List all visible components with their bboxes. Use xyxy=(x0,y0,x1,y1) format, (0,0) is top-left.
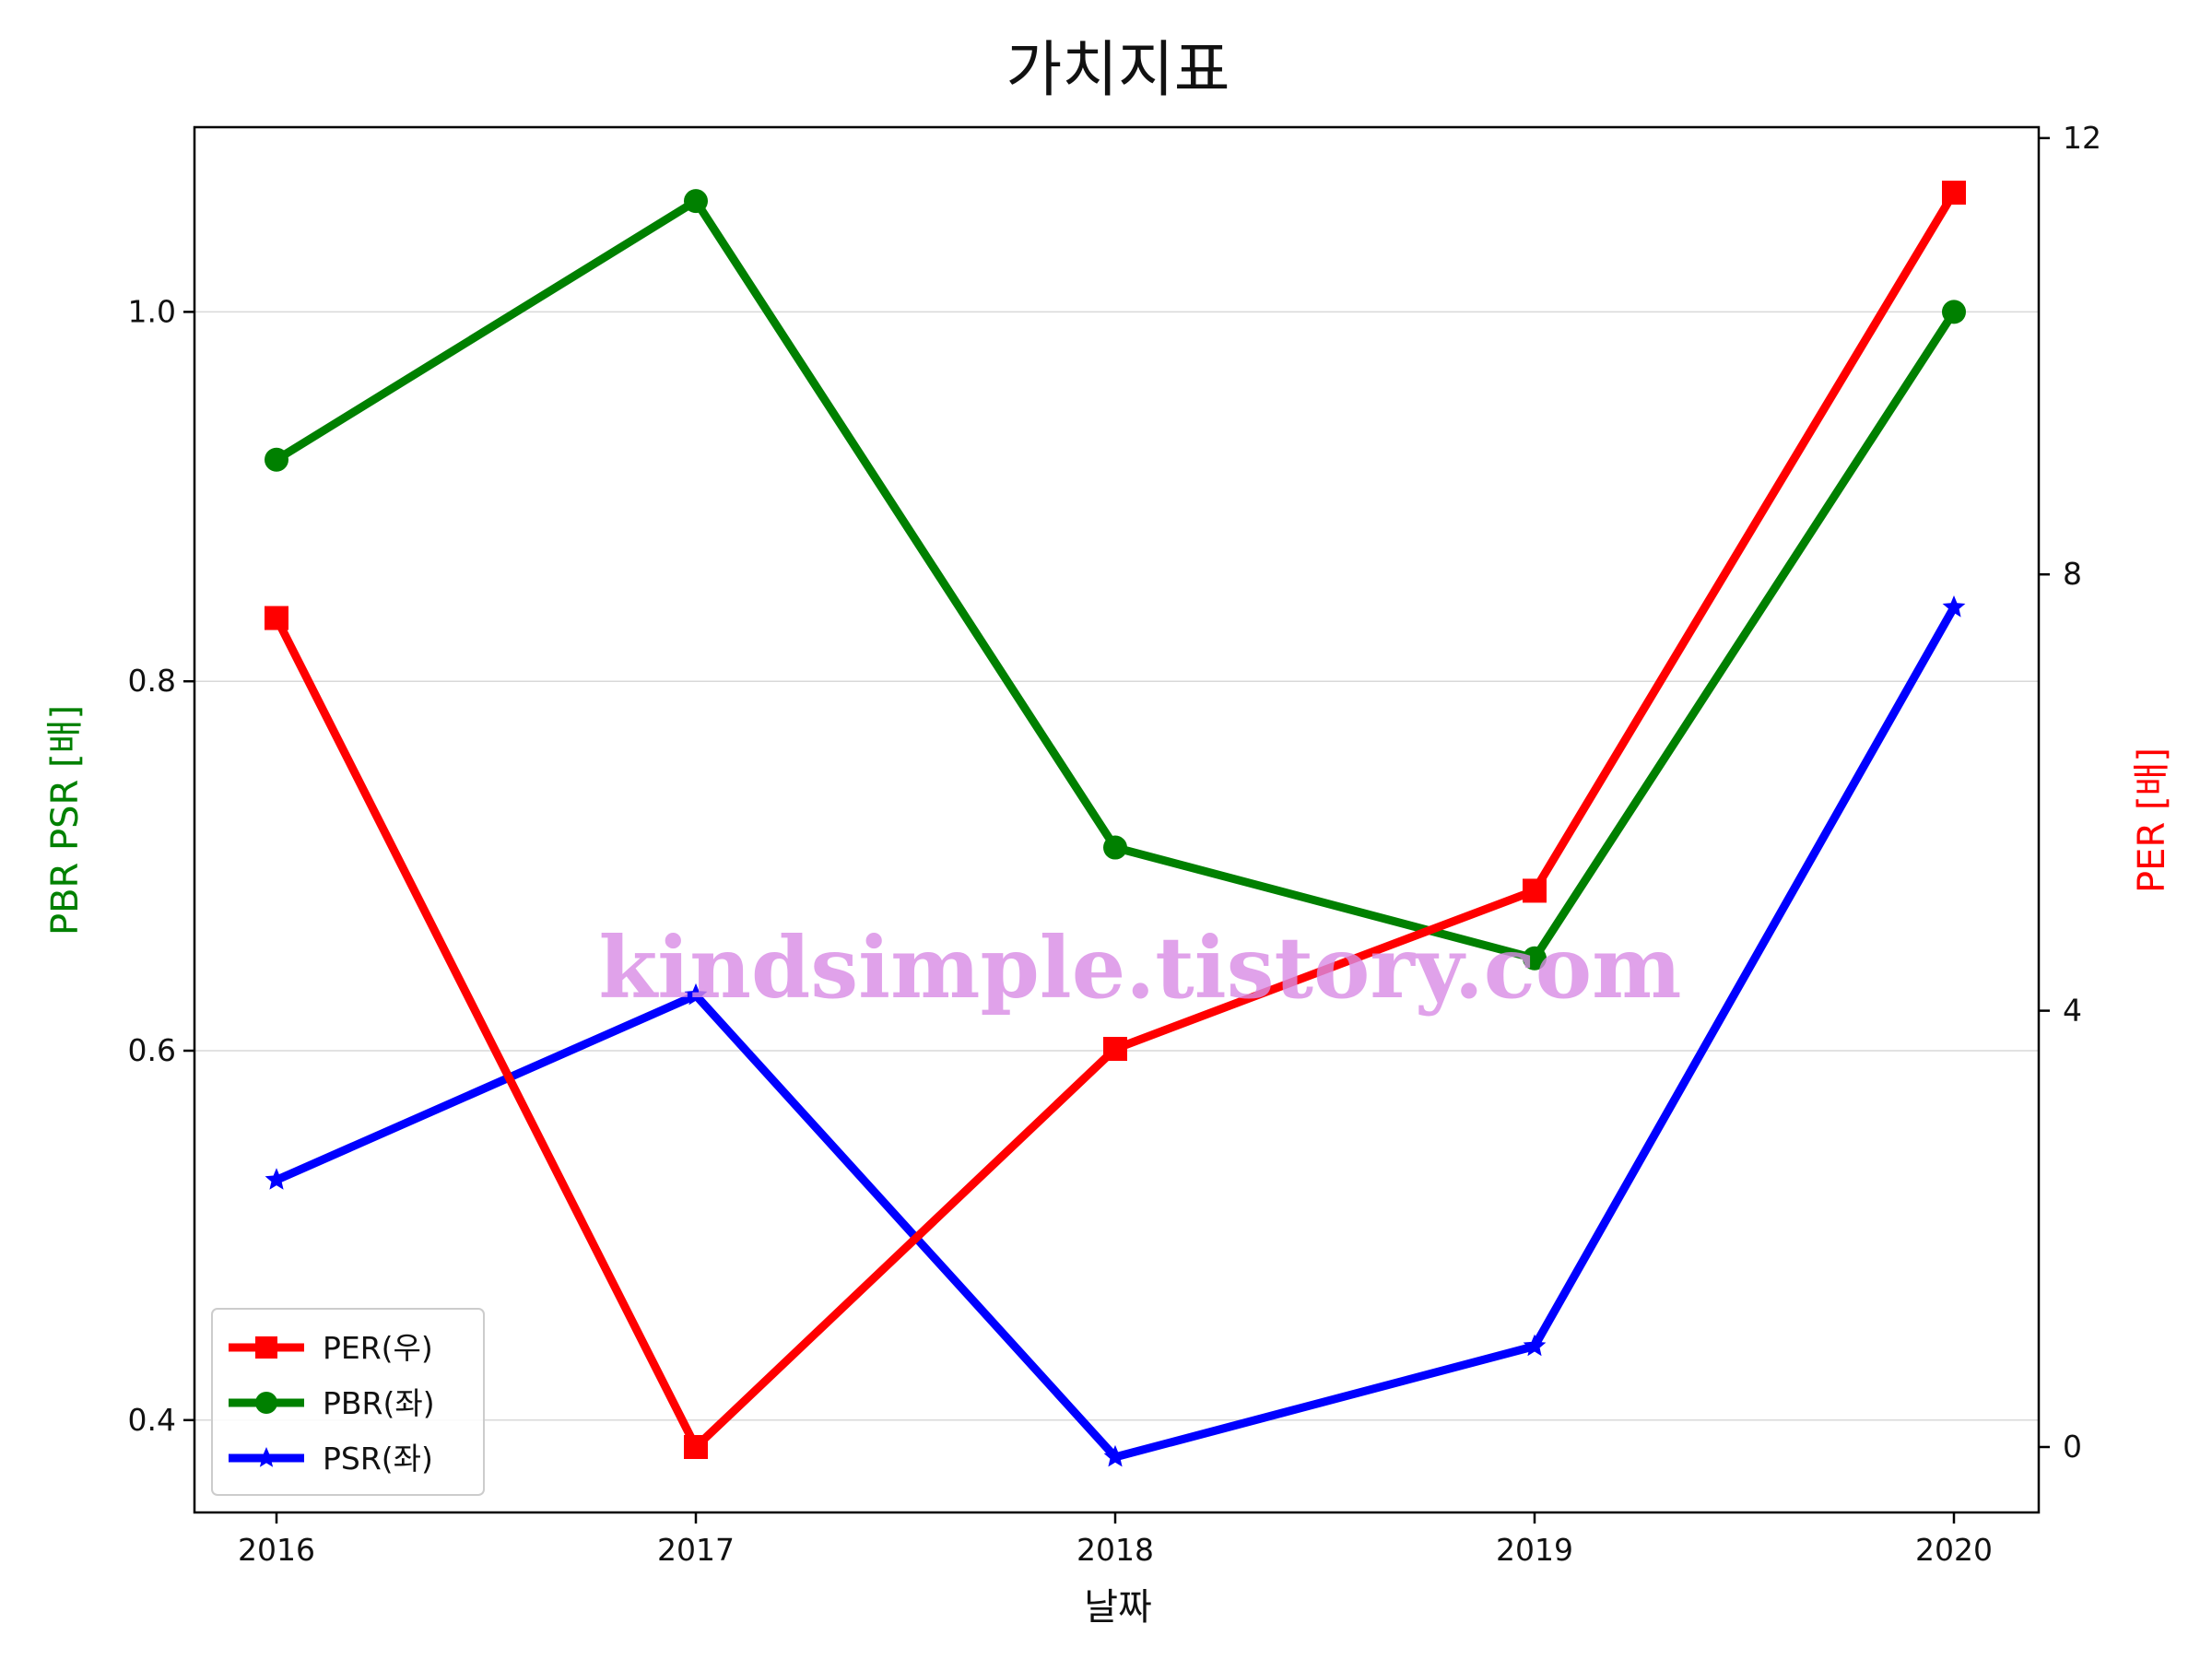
legend-label: PER(우) xyxy=(323,1330,433,1366)
left-y-tick-label: 0.4 xyxy=(128,1402,176,1438)
x-tick-label: 2016 xyxy=(238,1532,315,1568)
x-axis-label: 날짜 xyxy=(1084,1586,1152,1629)
data-point xyxy=(1523,1334,1547,1357)
data-point xyxy=(1523,946,1547,971)
legend-box xyxy=(211,1308,485,1496)
right-y-axis: 0 4 8 12 xyxy=(2039,120,2101,1465)
series-line xyxy=(275,605,1958,1462)
data-point xyxy=(1942,595,1966,618)
series-2 xyxy=(265,595,1966,1467)
left-y-axis-label: PBR PSR [배] xyxy=(44,705,87,935)
legend: PER(우) PBR(좌) PSR(좌) xyxy=(211,1308,485,1496)
series-1 xyxy=(265,189,1966,971)
x-tick-label: 2020 xyxy=(1915,1532,1993,1568)
data-point xyxy=(684,189,708,214)
data-point xyxy=(265,447,288,472)
data-point xyxy=(1942,300,1966,324)
plot-frame xyxy=(193,125,2041,1514)
grid xyxy=(194,311,2039,1421)
series-line xyxy=(272,190,1958,1452)
data-point xyxy=(1103,1037,1127,1062)
series-0 xyxy=(265,181,1966,1459)
data-point xyxy=(1103,835,1127,860)
right-y-tick-label: 8 xyxy=(2063,556,2082,592)
data-point xyxy=(265,606,288,630)
right-y-tick-label: 12 xyxy=(2063,120,2101,156)
x-tick-label: 2019 xyxy=(1496,1532,1573,1568)
legend-item: PER(우) xyxy=(229,1330,433,1366)
data-point xyxy=(255,1447,277,1467)
data-point xyxy=(684,982,708,1006)
legend-label: PBR(좌) xyxy=(323,1385,435,1421)
watermark-text: kindsimple.tistory.com xyxy=(598,918,1681,1018)
left-y-tick-label: 1.0 xyxy=(128,293,176,329)
legend-item: PSR(좌) xyxy=(229,1441,433,1477)
chart-title: 가치지표 xyxy=(1006,34,1230,105)
x-tick-label: 2017 xyxy=(657,1532,735,1568)
left-y-axis: 0.4 0.6 0.8 1.0 xyxy=(128,293,194,1438)
data-point xyxy=(255,1392,277,1414)
left-y-tick-label: 0.6 xyxy=(128,1032,176,1068)
data-point xyxy=(1523,878,1547,903)
legend-item: PBR(좌) xyxy=(229,1385,435,1421)
data-point xyxy=(684,1434,708,1459)
left-y-tick-label: 0.8 xyxy=(128,663,176,699)
series-layer xyxy=(265,181,1966,1467)
data-point xyxy=(1942,181,1966,206)
data-point xyxy=(1103,1444,1127,1467)
right-y-tick-label: 0 xyxy=(2063,1429,2082,1465)
right-y-tick-label: 4 xyxy=(2063,993,2082,1029)
x-tick-label: 2018 xyxy=(1077,1532,1154,1568)
data-point xyxy=(265,1168,288,1190)
legend-label: PSR(좌) xyxy=(323,1441,433,1477)
x-axis: 2016 2017 2018 2019 2020 xyxy=(238,1512,1993,1568)
right-y-axis-label: PER [배] xyxy=(2131,747,2173,893)
data-point xyxy=(255,1336,277,1359)
